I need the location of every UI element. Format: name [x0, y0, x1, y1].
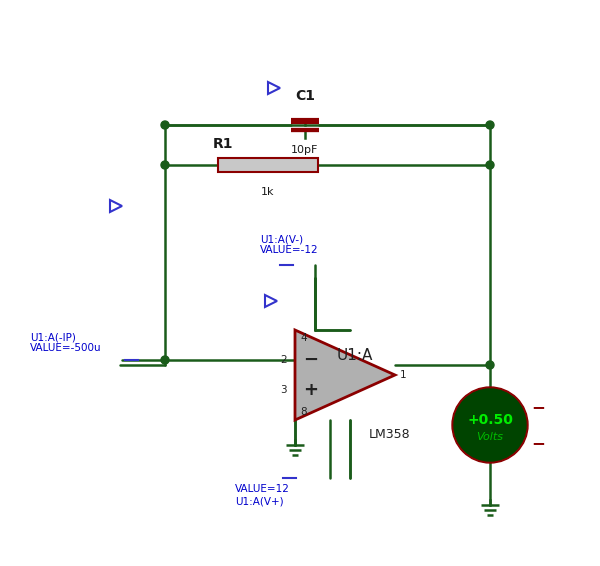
Text: −: −: [531, 398, 545, 416]
Text: 4: 4: [300, 333, 307, 343]
Text: LM358: LM358: [369, 428, 411, 441]
Polygon shape: [295, 330, 395, 420]
Circle shape: [454, 389, 526, 461]
Text: VALUE=-12: VALUE=-12: [260, 245, 319, 255]
Circle shape: [486, 361, 494, 369]
Text: +: +: [303, 381, 318, 399]
Text: +0.50: +0.50: [467, 413, 513, 427]
Text: R1: R1: [213, 137, 233, 151]
Text: −: −: [303, 351, 318, 369]
FancyBboxPatch shape: [218, 158, 318, 172]
Circle shape: [161, 121, 169, 129]
Text: C1: C1: [295, 89, 315, 103]
Text: 10pF: 10pF: [292, 145, 319, 155]
Text: 1: 1: [400, 370, 407, 380]
Circle shape: [161, 161, 169, 169]
Text: U1:A(V+): U1:A(V+): [235, 496, 284, 506]
Text: 1k: 1k: [261, 187, 275, 197]
Text: VALUE=12: VALUE=12: [235, 484, 290, 494]
Text: U1:A: U1:A: [337, 348, 373, 362]
Text: Volts: Volts: [476, 432, 503, 442]
Circle shape: [161, 356, 169, 364]
Circle shape: [486, 121, 494, 129]
Circle shape: [486, 161, 494, 169]
Text: 3: 3: [280, 385, 287, 395]
Text: −: −: [531, 434, 545, 452]
Text: U1:A(-IP): U1:A(-IP): [30, 332, 76, 342]
Text: 2: 2: [280, 355, 287, 365]
Text: VALUE=-500u: VALUE=-500u: [30, 343, 101, 353]
Text: U1:A(V-): U1:A(V-): [260, 235, 303, 245]
Circle shape: [452, 387, 528, 463]
Text: 8: 8: [300, 407, 307, 417]
